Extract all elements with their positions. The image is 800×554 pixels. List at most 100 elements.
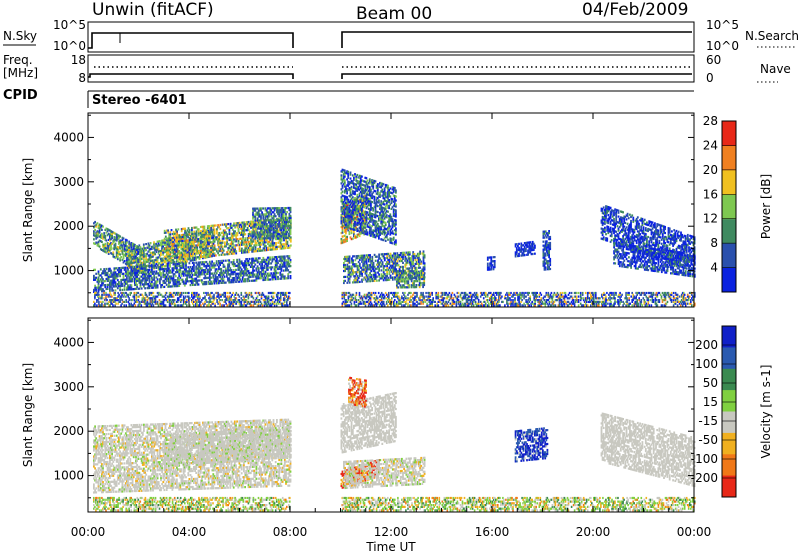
echo-cell bbox=[217, 270, 219, 272]
echo-cell bbox=[122, 285, 124, 287]
echo-cell bbox=[159, 262, 161, 264]
echo-cell bbox=[284, 223, 286, 225]
echo-cell bbox=[157, 284, 159, 286]
echo-cell bbox=[210, 269, 212, 271]
echo-cell bbox=[269, 231, 271, 233]
echo-cell bbox=[110, 246, 112, 248]
echo-cell bbox=[256, 257, 258, 259]
echo-cell bbox=[210, 253, 212, 255]
echo-cell bbox=[281, 262, 283, 264]
echo-cell bbox=[210, 251, 212, 253]
echo-cell bbox=[357, 257, 359, 259]
echo-cell bbox=[199, 265, 201, 267]
echo-cell bbox=[226, 233, 228, 235]
echo-cell bbox=[281, 235, 283, 237]
echo-cell bbox=[186, 260, 188, 262]
echo-cell bbox=[177, 228, 179, 230]
echo-cell bbox=[349, 256, 351, 258]
echo-cell bbox=[264, 237, 266, 239]
echo-cell bbox=[237, 234, 239, 236]
echo-cell bbox=[170, 275, 172, 277]
echo-cell bbox=[376, 256, 378, 258]
echo-cell bbox=[395, 243, 397, 245]
echo-cell bbox=[217, 264, 219, 266]
echo-cell bbox=[371, 258, 373, 260]
echo-cell bbox=[283, 215, 285, 217]
echo-cell bbox=[128, 247, 130, 249]
echo-cell bbox=[176, 256, 178, 258]
echo-cell bbox=[223, 280, 225, 282]
echo-cell bbox=[116, 277, 118, 279]
cpid-row: CPID Stereo -6401 bbox=[3, 88, 694, 108]
echo-cell bbox=[183, 234, 185, 236]
echo-cell bbox=[189, 272, 191, 274]
echo-cell bbox=[387, 239, 389, 241]
echo-cell bbox=[140, 258, 142, 260]
echo-cell bbox=[196, 232, 198, 234]
echo-cell bbox=[267, 249, 269, 251]
echo-cell bbox=[260, 209, 262, 211]
echo-cell bbox=[262, 249, 264, 251]
echo-cell bbox=[225, 268, 227, 270]
echo-cell bbox=[123, 257, 125, 259]
echo-cell bbox=[176, 269, 178, 271]
echo-cell bbox=[265, 207, 267, 209]
echo-cell bbox=[395, 211, 397, 213]
echo-cell bbox=[256, 230, 258, 232]
echo-cell bbox=[257, 259, 259, 261]
echo-cell bbox=[249, 258, 251, 260]
echo-cell bbox=[200, 248, 202, 250]
echo-cell bbox=[238, 228, 240, 230]
echo-cell bbox=[222, 252, 224, 254]
echo-cell bbox=[384, 189, 386, 191]
echo-cell bbox=[267, 269, 269, 271]
echo-cell bbox=[187, 233, 189, 235]
echo-cell bbox=[252, 228, 254, 230]
echo-cell bbox=[206, 283, 208, 285]
echo-cell bbox=[259, 257, 261, 259]
echo-cell bbox=[114, 279, 116, 281]
echo-cell bbox=[151, 248, 153, 250]
echo-cell bbox=[359, 259, 361, 261]
echo-cell bbox=[355, 178, 357, 180]
echo-cell bbox=[184, 238, 186, 240]
echo-cell bbox=[344, 170, 346, 172]
echo-cell bbox=[214, 252, 216, 254]
echo-cell bbox=[352, 269, 354, 271]
echo-cell bbox=[200, 242, 202, 244]
echo-cell bbox=[357, 275, 359, 277]
echo-cell bbox=[356, 236, 358, 238]
echo-cell bbox=[166, 242, 168, 244]
echo-cell bbox=[260, 229, 262, 231]
echo-cell bbox=[248, 221, 250, 223]
echo-cell bbox=[352, 238, 354, 240]
echo-cell bbox=[169, 231, 171, 233]
echo-cell bbox=[199, 263, 201, 265]
echo-cell bbox=[395, 229, 397, 231]
echo-cell bbox=[385, 240, 387, 242]
echo-cell bbox=[204, 242, 206, 244]
echo-cell bbox=[135, 288, 137, 290]
echo-cell bbox=[212, 233, 214, 235]
echo-cell bbox=[346, 264, 348, 266]
echo-cell bbox=[179, 277, 181, 279]
echo-cell bbox=[190, 266, 192, 268]
echo-cell bbox=[136, 284, 138, 286]
echo-cell bbox=[217, 248, 219, 250]
echo-cell bbox=[229, 231, 231, 233]
echo-cell bbox=[385, 208, 387, 210]
echo-cell bbox=[145, 273, 147, 275]
echo-cell bbox=[224, 276, 226, 278]
echo-cell bbox=[131, 266, 133, 268]
echo-cell bbox=[178, 285, 180, 287]
echo-cell bbox=[278, 215, 280, 217]
echo-cell bbox=[218, 226, 220, 228]
echo-cell bbox=[395, 191, 397, 193]
echo-cell bbox=[204, 256, 206, 258]
echo-cell bbox=[215, 224, 217, 226]
echo-cell bbox=[256, 269, 258, 271]
echo-cell bbox=[277, 272, 279, 274]
echo-cell bbox=[278, 233, 280, 235]
echo-cell bbox=[222, 248, 224, 250]
echo-cell bbox=[370, 205, 372, 207]
